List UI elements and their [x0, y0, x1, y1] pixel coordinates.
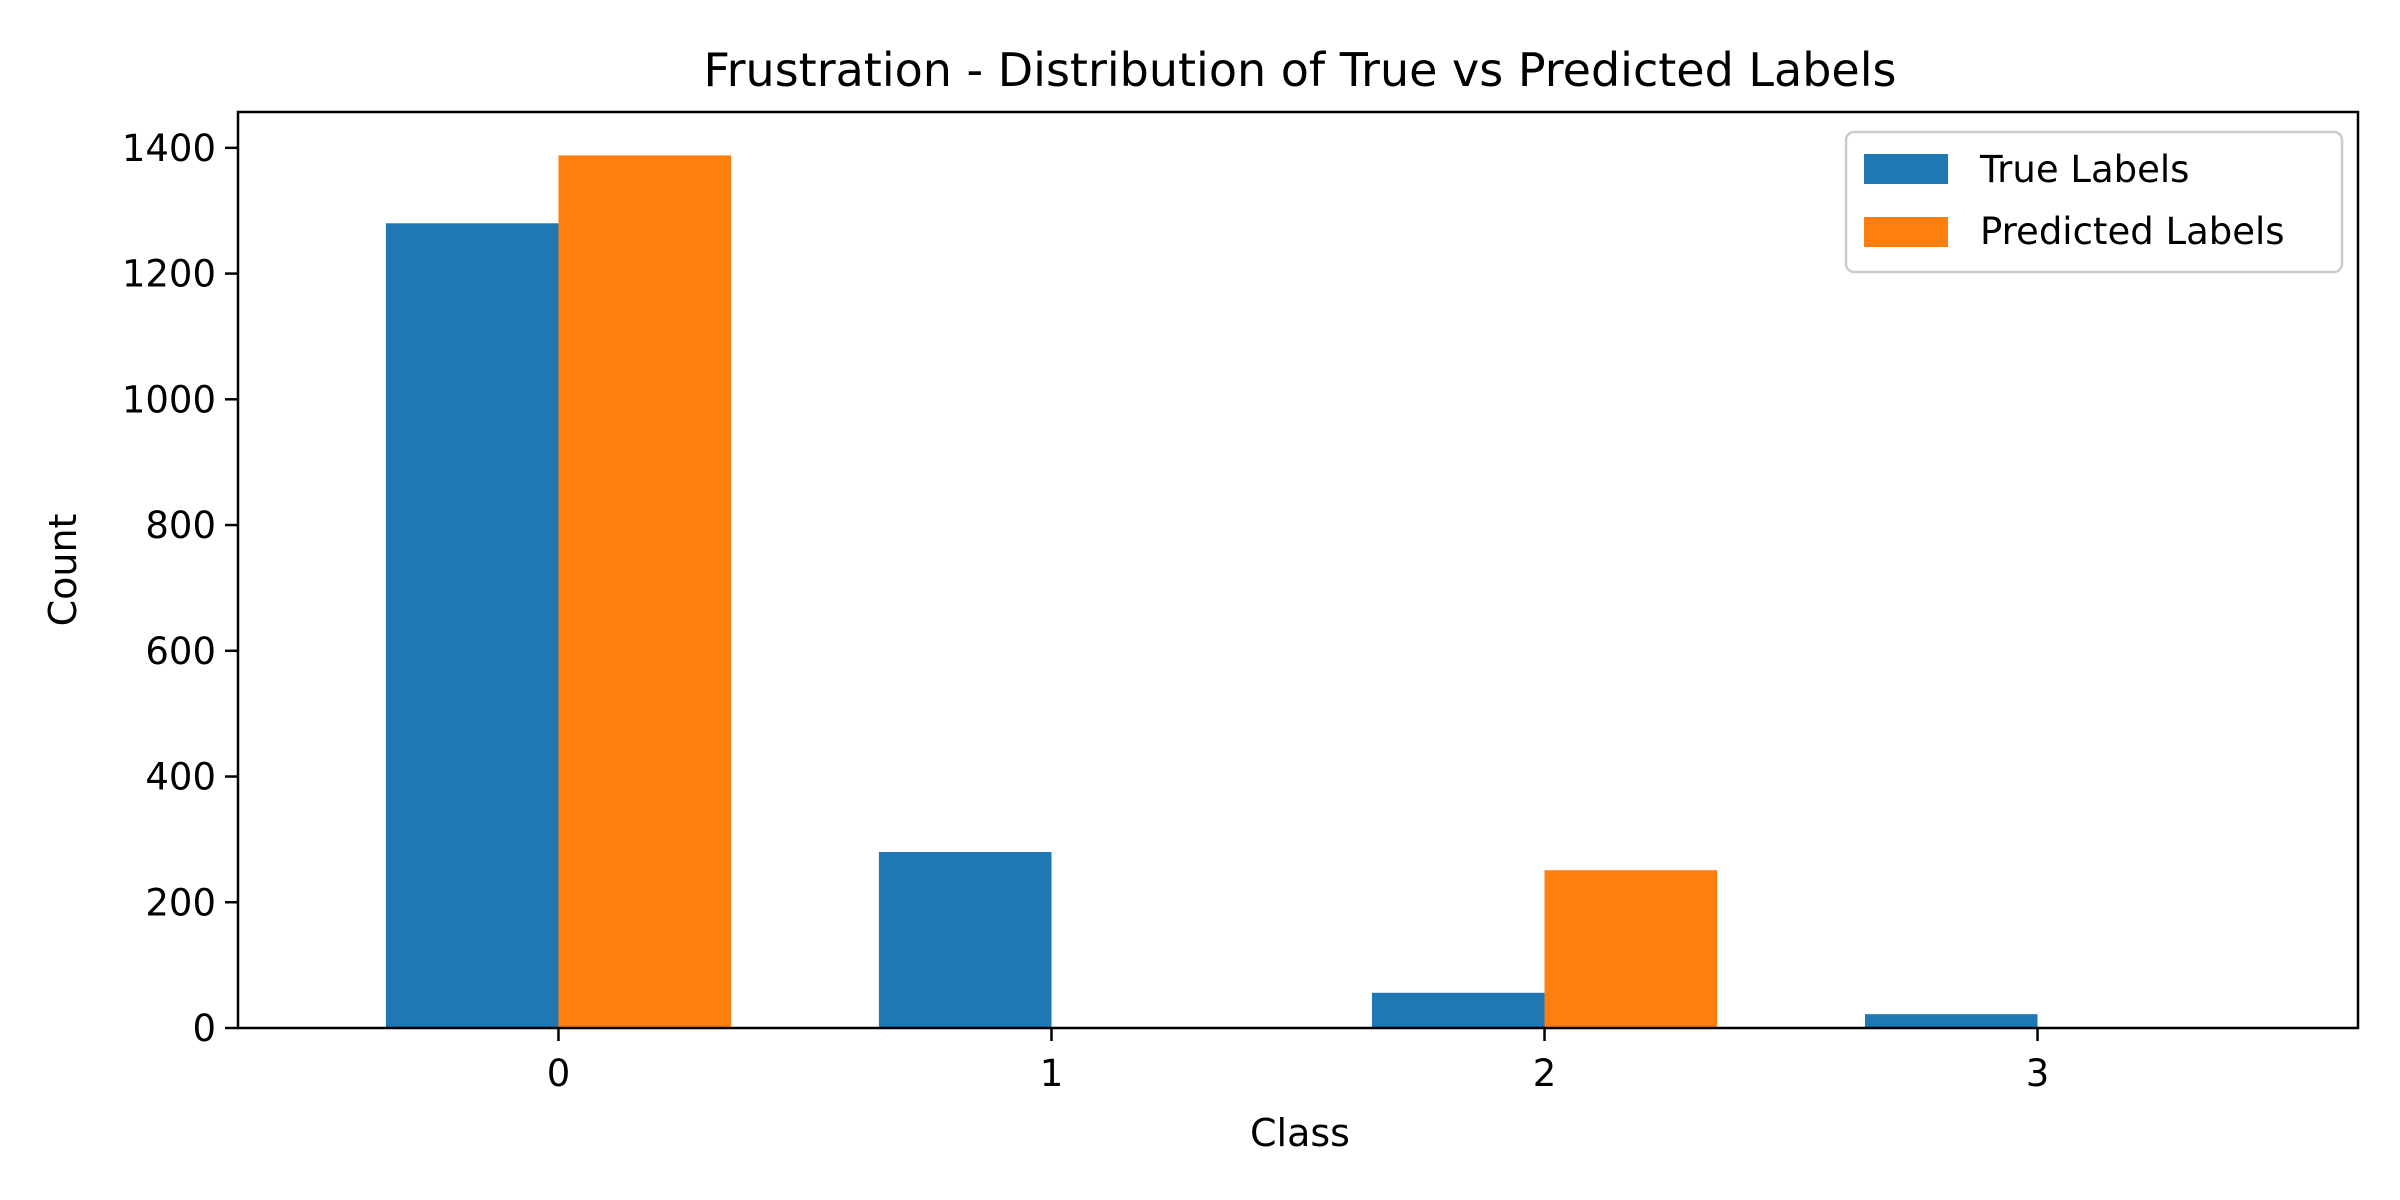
y-tick-label: 1200 [122, 253, 216, 296]
legend-label-predicted-labels: Predicted Labels [1980, 210, 2285, 253]
x-tick-label: 2 [1533, 1052, 1557, 1095]
bar-true-labels-class-3 [1864, 1014, 2038, 1028]
x-tick-label: 1 [1040, 1052, 1064, 1095]
plot-frame [236, 110, 2360, 1030]
x-axis-ticks: 0 1 2 3 [547, 1028, 2050, 1095]
legend-swatch-predicted-labels [1864, 217, 1948, 247]
y-axis-ticks: 0 200 400 600 800 1000 1200 1400 [122, 127, 238, 1050]
x-tick-label: 3 [2026, 1052, 2050, 1095]
chart-title: Frustration - Distribution of True vs Pr… [704, 43, 1897, 97]
y-tick-label: 400 [145, 756, 216, 799]
bar-true-labels-class-1 [878, 851, 1052, 1028]
legend-label-true-labels: True Labels [1979, 148, 2189, 191]
legend: True Labels Predicted Labels [1844, 130, 2344, 274]
bars-group [385, 155, 2038, 1029]
bar-predicted-labels-class-2 [1544, 870, 1718, 1028]
bar-true-labels-class-0 [385, 223, 559, 1029]
x-axis-label: Class [1250, 1111, 1350, 1155]
legend-frame [1844, 130, 2344, 274]
bar-predicted-labels-class-0 [558, 155, 732, 1029]
y-tick-label: 1400 [122, 127, 216, 170]
y-tick-label: 1000 [122, 378, 216, 421]
x-tick-label: 0 [547, 1052, 571, 1095]
y-tick-label: 600 [145, 630, 216, 673]
legend-swatch-true-labels [1864, 154, 1948, 184]
y-tick-label: 0 [192, 1007, 216, 1050]
bar-true-labels-class-2 [1371, 992, 1545, 1028]
y-tick-label: 800 [145, 504, 216, 547]
y-axis-label: Count [41, 514, 85, 627]
y-tick-label: 200 [145, 881, 216, 924]
